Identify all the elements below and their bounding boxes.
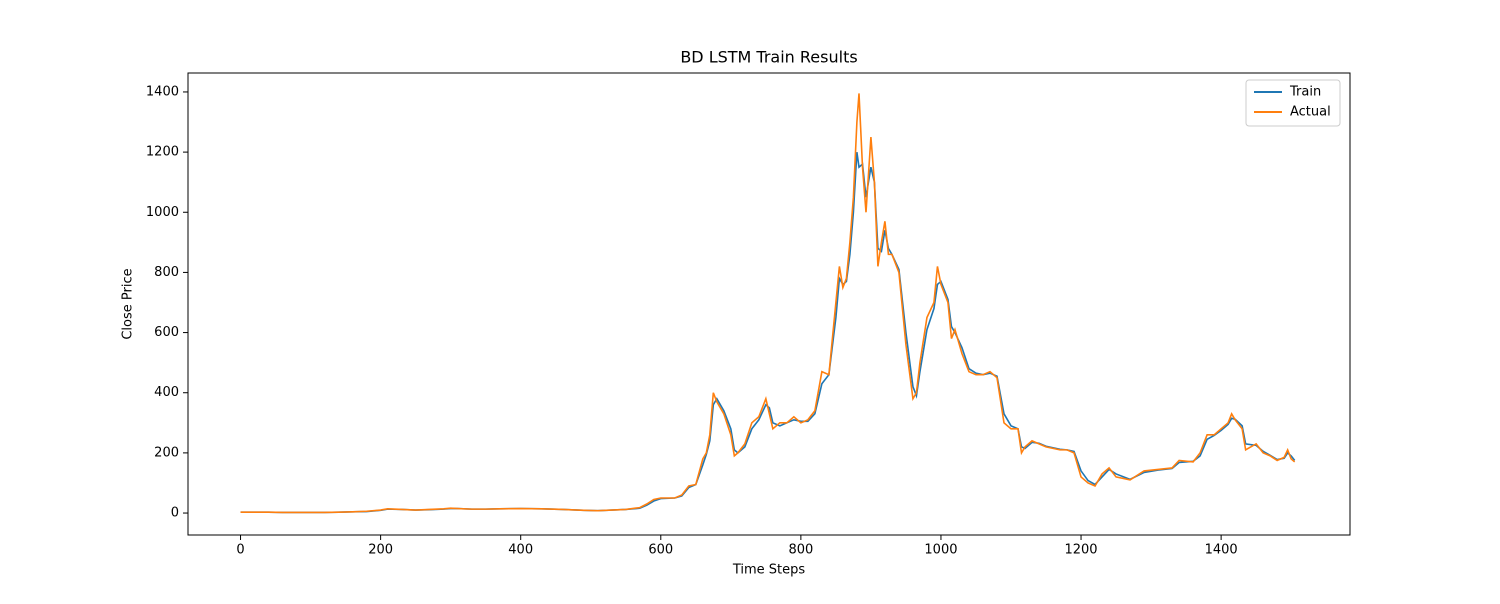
x-tick-label: 1400 [1205,543,1238,558]
x-axis-label: Time Steps [732,563,806,578]
x-tick-label: 800 [788,543,813,558]
x-tick-label: 400 [508,543,533,558]
legend-label: Train [1289,85,1321,100]
line-series [240,93,1296,514]
x-tick-label: 0 [236,543,244,558]
y-tick-label: 800 [154,265,179,280]
y-tick-label: 1200 [146,145,179,160]
legend-label: Actual [1290,105,1331,120]
y-tick-label: 600 [154,325,179,340]
x-tick-label: 1000 [924,543,957,558]
y-axis-label: Close Price [121,268,136,339]
y-tick-label: 200 [154,445,179,460]
y-tick-label: 1400 [146,84,179,99]
y-tick-label: 400 [154,385,179,400]
chart-title: BD LSTM Train Results [680,48,857,67]
y-tick-label: 1000 [146,205,179,220]
x-tick-label: 600 [648,543,673,558]
x-tick-label: 1200 [1064,543,1097,558]
line-series [240,151,1296,514]
x-tick-label: 200 [368,543,393,558]
y-tick-label: 0 [171,506,179,521]
plot-frame [187,72,1351,536]
